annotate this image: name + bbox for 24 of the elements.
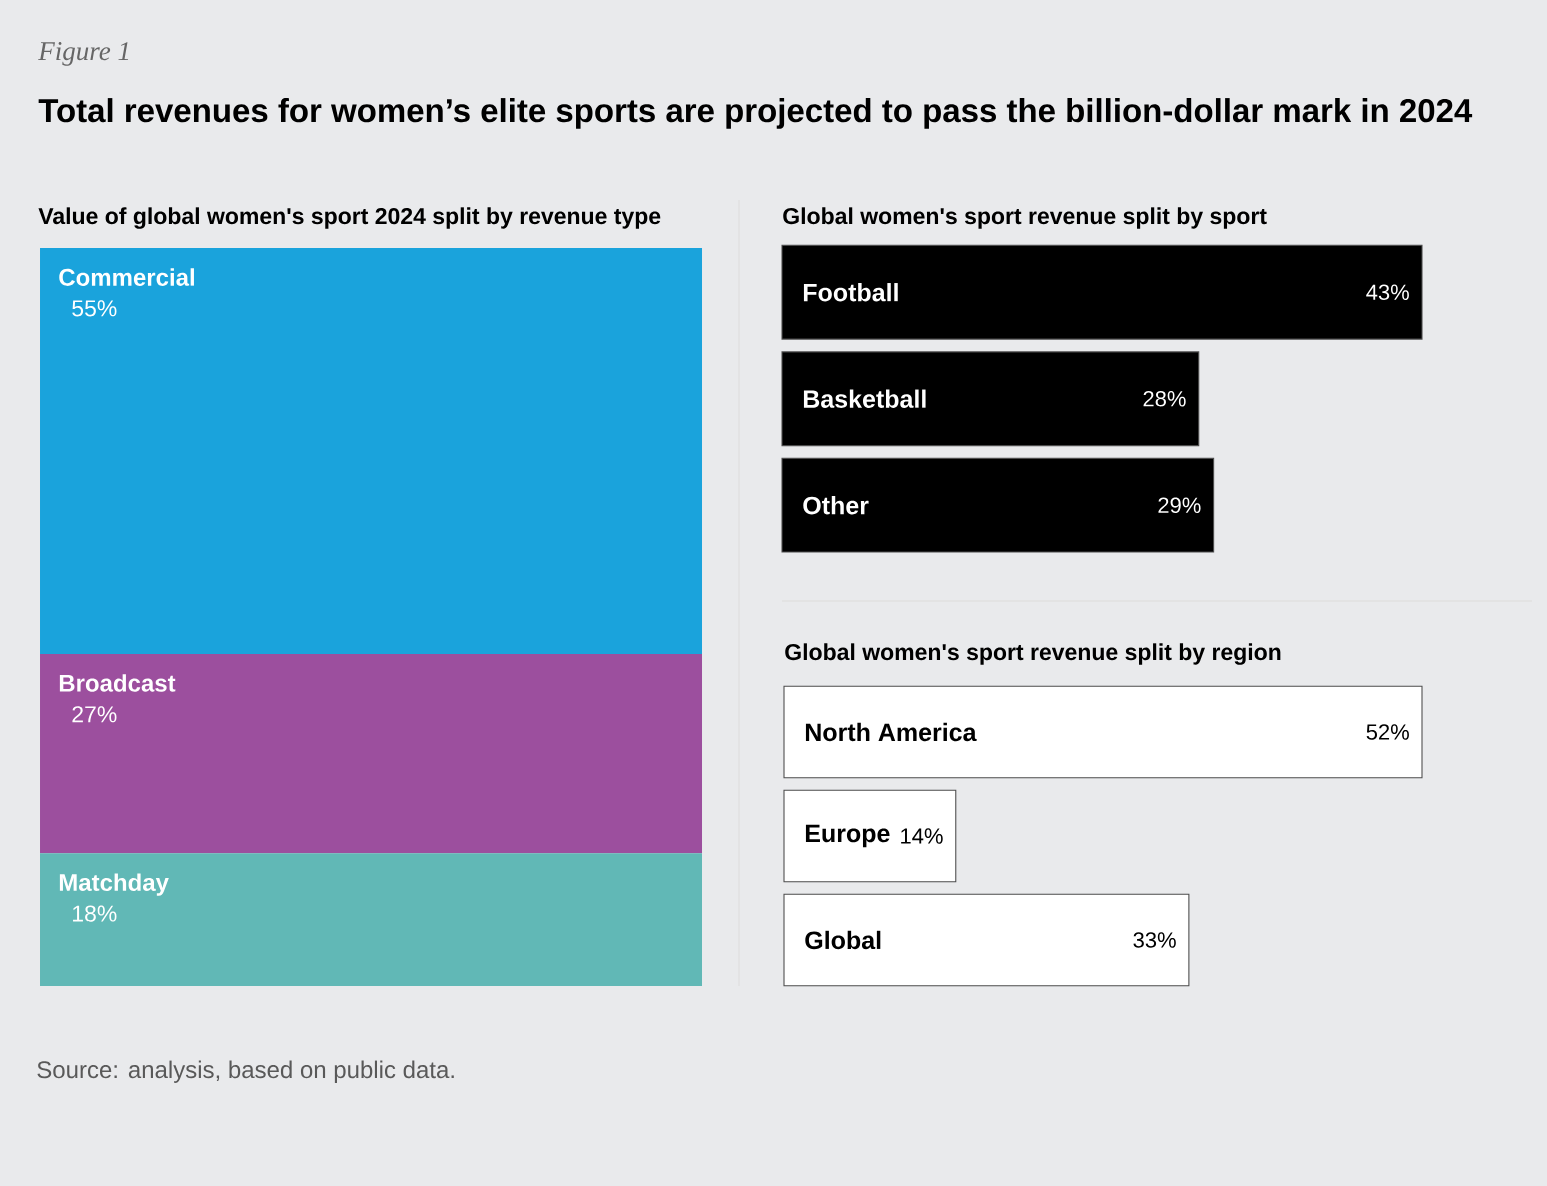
y-tick-label: Global (805, 930, 881, 950)
y-tick-label: Other (803, 496, 869, 515)
data-label: 27% (72, 706, 117, 723)
series-label: Broadcast (59, 674, 176, 692)
y-tick-label: Europe (805, 824, 890, 848)
data-label: 29% (1158, 497, 1201, 514)
y-tick-label: Football (803, 283, 898, 302)
text: Total revenues for women’s elite sports are projected to pass the billion-dollar mark in 2024 (38, 98, 1473, 129)
data-label: 43% (1366, 284, 1409, 301)
source-note: Source: analysis, based on public data. (37, 1060, 454, 1083)
data-label: 52% (1366, 724, 1409, 740)
chart-title: Global women's sport revenue split by sport (783, 207, 1267, 229)
chart-title: Value of global women's sport 2024 split by revenue type (38, 207, 661, 229)
data-label: 55% (72, 300, 117, 317)
data-label: 33% (1133, 932, 1176, 948)
chart-title: Global women's sport revenue split by region (785, 643, 1281, 665)
series-label: Matchday (59, 873, 169, 896)
caption: Figure 1 (38, 42, 129, 66)
data-label: 18% (73, 905, 117, 922)
y-tick-label: North America (805, 722, 977, 742)
data-label: 28% (1143, 390, 1186, 407)
series-label: Commercial (59, 268, 194, 286)
y-tick-label: Basketball (803, 389, 926, 408)
data-label: 14% (901, 828, 943, 844)
